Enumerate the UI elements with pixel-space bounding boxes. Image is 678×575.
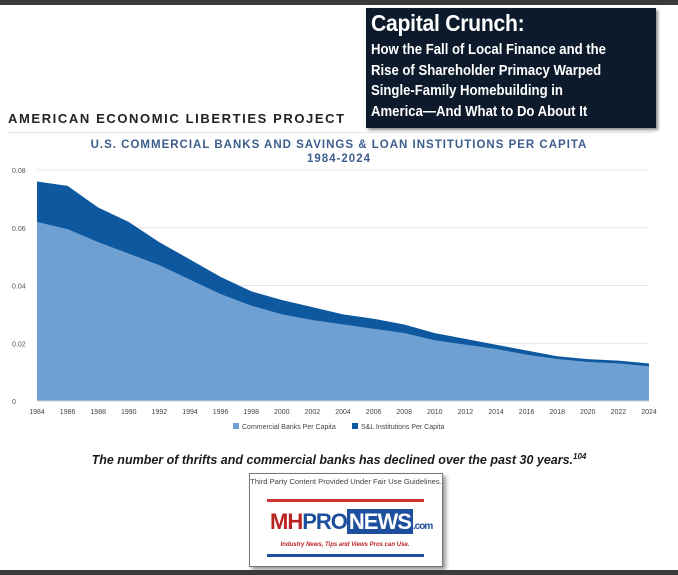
logo-rule (267, 554, 424, 557)
x-tick-label: 1986 (60, 409, 76, 416)
x-tick-label: 2012 (458, 409, 474, 416)
legend-label: S&L Institutions Per Capita (361, 424, 445, 431)
x-tick-label: 1988 (90, 409, 106, 416)
x-tick-label: 1990 (121, 409, 137, 416)
chart-caption: The number of thrifts and commercial ban… (0, 452, 678, 467)
watermark-logo: Third Party Content Provided Under Fair … (249, 473, 443, 567)
x-tick-label: 2008 (396, 409, 412, 416)
x-tick-label: 2018 (549, 409, 565, 416)
report-title: Capital Crunch: (371, 10, 525, 36)
x-tick-label: 1994 (182, 409, 198, 416)
logo-tagline: Industry News, Tips and Views Pros can U… (280, 542, 410, 548)
report-subtitle-line: Single-Family Homebuilding in (371, 83, 563, 99)
report-subtitle-line: America—And What to Do About It (371, 103, 588, 120)
x-tick-label: 2022 (611, 409, 627, 416)
area-series-0 (37, 221, 649, 401)
footnote-ref: 104 (573, 452, 587, 461)
caption-text: The number of thrifts and commercial ban… (91, 453, 574, 468)
x-tick-label: 2002 (305, 409, 321, 416)
y-tick-label: 0.02 (12, 341, 26, 348)
x-tick-label: 2000 (274, 409, 290, 416)
x-tick-label: 1998 (243, 409, 259, 416)
report-title-box: Capital Crunch: How the Fall of Local Fi… (366, 8, 656, 128)
divider (8, 132, 653, 133)
x-tick-label: 1992 (152, 409, 168, 416)
x-tick-label: 1996 (213, 409, 229, 416)
legend-swatch (233, 423, 239, 429)
x-tick-label: 2016 (519, 409, 535, 416)
y-tick-label: 0.04 (12, 284, 26, 291)
x-tick-label: 2014 (488, 409, 504, 416)
logo-rule (267, 499, 424, 502)
legend-label: Commercial Banks Per Capita (242, 424, 336, 431)
fair-use-note: Third Party Content Provided Under Fair … (250, 477, 442, 486)
logo-brand: MHPRONEWS .com (270, 509, 433, 534)
top-bar (0, 0, 678, 5)
chart-subtitle: 1984-2024 (307, 153, 371, 165)
report-subtitle-line: Rise of Shareholder Primacy Warped (371, 62, 602, 79)
x-tick-label: 2004 (335, 409, 351, 416)
chart-title: U.S. COMMERCIAL BANKS AND SAVINGS & LOAN… (90, 139, 588, 151)
area-chart: 0 0.02 0.04 0.06 0.08 1984 1986 1988 1990 1992 199… (12, 168, 657, 431)
x-tick-label: 1984 (29, 409, 45, 416)
x-tick-label: 2020 (580, 409, 596, 416)
legend-swatch (352, 423, 358, 429)
bottom-bar (0, 570, 678, 575)
y-tick-label: 0.08 (12, 168, 26, 175)
organization-name: AMERICAN ECONOMIC LIBERTIES PROJECT (8, 111, 346, 126)
x-tick-label: 2024 (641, 409, 657, 416)
x-tick-label: 2010 (427, 409, 443, 416)
y-tick-label: 0.06 (12, 226, 26, 233)
y-tick-label: 0 (12, 399, 16, 406)
x-tick-label: 2006 (366, 409, 382, 416)
report-subtitle-line: How the Fall of Local Finance and the (371, 42, 606, 58)
